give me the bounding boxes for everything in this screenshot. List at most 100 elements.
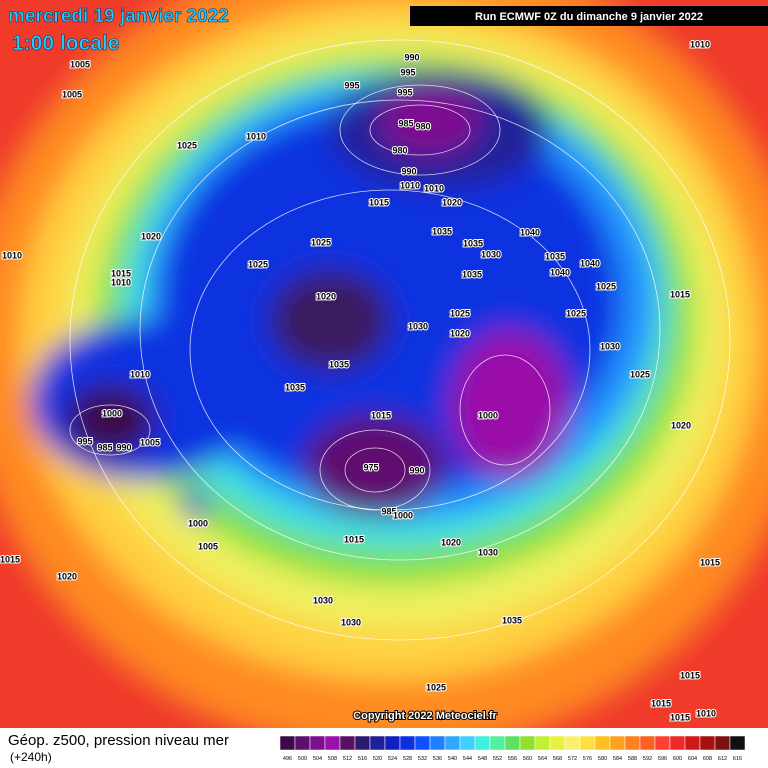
scale-swatch: [414, 735, 431, 751]
scale-label: 580: [598, 756, 607, 762]
pressure-label: 1010: [246, 131, 266, 141]
scale-swatch: [444, 735, 461, 751]
scale-label: 552: [493, 756, 502, 762]
pressure-label: 985: [381, 506, 396, 516]
scale-swatch: [609, 735, 626, 751]
scale-label: 544: [463, 756, 472, 762]
scale-label: 528: [403, 756, 412, 762]
pressure-label: 1040: [520, 227, 540, 237]
field-label: Géop. z500, pression niveau mer: [8, 732, 229, 749]
scale-label: 600: [673, 756, 682, 762]
pressure-label: 1010: [696, 708, 716, 718]
scale-label: 616: [733, 756, 742, 762]
scale-label: 568: [553, 756, 562, 762]
scale-swatch: [564, 735, 581, 751]
pressure-label: 1015: [111, 268, 131, 278]
scale-swatch: [354, 735, 371, 751]
pressure-label: 1015: [670, 712, 690, 722]
pressure-label: 1025: [630, 369, 650, 379]
pressure-label: 1005: [70, 59, 90, 69]
pressure-label: 1040: [580, 258, 600, 268]
pressure-label: 1030: [478, 547, 498, 557]
pressure-label: 1025: [311, 237, 331, 247]
scale-swatch: [669, 735, 686, 751]
scale-swatch: [324, 735, 341, 751]
scale-swatch: [699, 735, 716, 751]
pressure-label: 980: [392, 145, 407, 155]
scale-label: 612: [718, 756, 727, 762]
pressure-label: 1035: [329, 359, 349, 369]
pressure-label: 1015: [369, 197, 389, 207]
scale-swatch: [729, 735, 746, 751]
scale-label: 584: [613, 756, 622, 762]
pressure-label: 1015: [651, 698, 671, 708]
scale-swatch: [309, 735, 326, 751]
pressure-label: 1030: [341, 617, 361, 627]
scale-label: 524: [388, 756, 397, 762]
pressure-label: 995: [400, 67, 415, 77]
pressure-label: 1020: [316, 291, 336, 301]
scale-swatch: [429, 735, 446, 751]
pressure-label: 1000: [102, 408, 122, 418]
scale-label: 560: [523, 756, 532, 762]
pressure-label: 1025: [248, 259, 268, 269]
scale-swatch: [624, 735, 641, 751]
scale-swatch: [714, 735, 731, 751]
pressure-label: 1005: [198, 541, 218, 551]
run-box: [410, 6, 768, 26]
scale-label: 536: [433, 756, 442, 762]
pressure-label: 1035: [545, 251, 565, 261]
pressure-label: 1020: [671, 420, 691, 430]
pressure-label: 1010: [400, 180, 420, 190]
pressure-label: 1015: [680, 670, 700, 680]
pressure-label: 995: [77, 436, 92, 446]
scale-label: 564: [538, 756, 547, 762]
pressure-label: 1035: [432, 226, 452, 236]
scale-swatch: [684, 735, 701, 751]
pressure-label: 995: [397, 87, 412, 97]
scale-label: 516: [358, 756, 367, 762]
pressure-label: 1010: [690, 39, 710, 49]
scale-label: 604: [688, 756, 697, 762]
scale-label: 548: [478, 756, 487, 762]
pressure-label: 1035: [463, 238, 483, 248]
scale-label: 500: [298, 756, 307, 762]
pressure-label: 1010: [424, 183, 444, 193]
pressure-label: 1015: [0, 554, 20, 564]
pressure-label: 1025: [596, 281, 616, 291]
pressure-label: 1015: [700, 557, 720, 567]
scale-label: 556: [508, 756, 517, 762]
scale-label: 496: [283, 756, 292, 762]
pressure-label: 1030: [600, 341, 620, 351]
scale-swatch: [549, 735, 566, 751]
scale-swatch: [294, 735, 311, 751]
scale-label: 540: [448, 756, 457, 762]
scale-swatch: [279, 735, 296, 751]
scale-swatch: [594, 735, 611, 751]
pressure-label: 1025: [426, 682, 446, 692]
scale-swatch: [474, 735, 491, 751]
scale-label: 532: [418, 756, 427, 762]
scale-label: 592: [643, 756, 652, 762]
scale-swatch: [654, 735, 671, 751]
pressure-label: 1035: [285, 382, 305, 392]
pressure-label: 1010: [111, 277, 131, 287]
copyright: Copyright 2022 Meteociel.fr: [353, 710, 497, 722]
pressure-label: 990: [404, 52, 419, 62]
pressure-label: 1015: [371, 410, 391, 420]
scale-label: 508: [328, 756, 337, 762]
pressure-label: 980: [415, 121, 430, 131]
run-label: Run ECMWF 0Z du dimanche 9 janvier 2022: [475, 11, 703, 23]
pressure-label: 1010: [130, 369, 150, 379]
pressure-label: 1010: [2, 250, 22, 260]
pressure-label: 1000: [478, 410, 498, 420]
pressure-label: 990: [401, 166, 416, 176]
scale-label: 520: [373, 756, 382, 762]
pressure-label: 1005: [62, 89, 82, 99]
pressure-label: 1020: [141, 231, 161, 241]
pressure-label: 985: [398, 118, 413, 128]
scale-swatch: [579, 735, 596, 751]
pressure-label: 1035: [502, 615, 522, 625]
scale-label: 608: [703, 756, 712, 762]
pressure-label: 995: [344, 80, 359, 90]
